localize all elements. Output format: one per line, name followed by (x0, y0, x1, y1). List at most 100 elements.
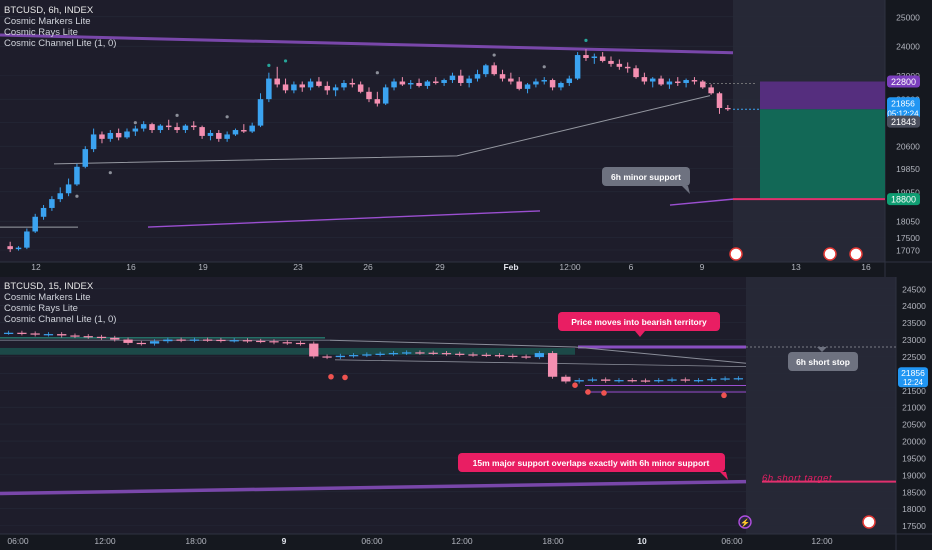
top-candle (49, 199, 55, 208)
bottom-signal-dot (585, 389, 591, 395)
bottom-chart-panel[interactable]: 2450024000235002300022500220002150021000… (0, 277, 932, 550)
top-candle (224, 134, 230, 139)
top-x-tick-label: 16 (861, 262, 871, 272)
top-ray-line (147, 210, 541, 228)
bottom-y-tick-label: 18000 (902, 504, 926, 514)
top-annotation-bg (602, 167, 690, 186)
top-candle (207, 132, 214, 136)
bottom-x-tick-label: 9 (282, 536, 287, 546)
top-last-price-text: 21856 (891, 98, 915, 108)
top-candle (216, 132, 222, 139)
top-candle (700, 81, 706, 88)
top-candle (65, 184, 72, 194)
bottom-x-tick-label: 06:00 (721, 536, 743, 546)
top-candle (658, 78, 664, 85)
top-candle (533, 81, 539, 85)
bottom-candle (428, 352, 438, 354)
top-y-tick-label: 17070 (896, 246, 920, 256)
top-candle (341, 82, 347, 88)
top-candle (691, 80, 698, 82)
top-candle (399, 81, 406, 85)
top-candle (391, 81, 397, 88)
top-target-zone (760, 109, 885, 200)
bottom-candle (309, 343, 319, 357)
bottom-candle (57, 334, 67, 336)
bottom-candle (733, 378, 744, 380)
bottom-y-tick-label: 19000 (902, 470, 926, 480)
top-candle (666, 81, 673, 85)
top-price-label-stop: 22800 (891, 77, 916, 87)
bottom-candle (362, 354, 372, 356)
top-candle (32, 216, 38, 232)
bottom-candle (256, 340, 266, 343)
bottom-candle (163, 339, 173, 342)
bottom-candle (388, 353, 399, 355)
top-x-tick-label: 13 (791, 262, 801, 272)
bottom-candle (375, 353, 385, 355)
top-candle (115, 132, 122, 138)
event-flag-icon (849, 247, 863, 261)
bottom-candle (441, 353, 452, 355)
bottom-x-tick-label: 06:00 (361, 536, 383, 546)
bottom-x-tick-label: 18:00 (185, 536, 207, 546)
top-x-tick-label: 6 (629, 262, 634, 272)
top-candle (132, 128, 139, 132)
top-y-tick-label: 19850 (896, 164, 920, 174)
top-candle (499, 74, 506, 79)
bottom-candle (335, 355, 345, 358)
bottom-candle (468, 354, 478, 356)
bottom-y-tick-label: 21000 (902, 403, 926, 413)
top-candle (174, 127, 180, 131)
top-candle (316, 81, 322, 86)
top-candle (307, 81, 314, 88)
top-candle (516, 81, 522, 89)
event-flag-icon (862, 515, 876, 529)
top-candle (483, 65, 489, 75)
bottom-annotation-target-text: 6h short target (762, 473, 832, 484)
top-candle (249, 125, 255, 132)
bottom-y-tick-label: 20000 (902, 437, 926, 447)
bottom-candle (30, 333, 40, 335)
top-candle (282, 84, 289, 91)
bottom-y-tick-label: 17500 (902, 521, 926, 531)
bottom-candle (322, 356, 332, 358)
bottom-candle (17, 332, 27, 334)
top-price-label-prev-bg (887, 115, 920, 128)
bottom-candle (176, 339, 186, 341)
top-moving-average-line (53, 95, 711, 165)
top-candle (474, 74, 481, 79)
top-candle (616, 63, 623, 67)
bottom-future-area (746, 277, 896, 534)
bottom-candle (282, 342, 292, 344)
top-candle (541, 80, 547, 82)
top-x-tick-label: 16 (126, 262, 136, 272)
top-candle (566, 78, 573, 83)
top-candle (508, 78, 514, 82)
bottom-candle (587, 379, 598, 381)
top-chart-svg[interactable]: 2500024000230002220021400206001985019050… (0, 0, 932, 277)
top-marker-dot (584, 38, 588, 42)
bottom-candle (83, 336, 93, 338)
bottom-y-tick-label: 24000 (902, 301, 926, 311)
top-marker-dot (375, 71, 379, 75)
top-chart-panel[interactable]: 2500024000230002220021400206001985019050… (0, 0, 932, 277)
bottom-channel-zone (0, 347, 575, 355)
bottom-candle (561, 376, 571, 382)
top-x-tick-label: 19 (198, 262, 208, 272)
bottom-x-tick-label: 06:00 (7, 536, 29, 546)
top-candle (716, 93, 723, 108)
bottom-y-tick-label: 20500 (902, 420, 926, 430)
bottom-y-tick-label: 21500 (902, 386, 926, 396)
top-candle (82, 149, 89, 167)
top-candle (257, 99, 264, 126)
top-y-tick-label: 18050 (896, 217, 920, 227)
bottom-annotation-support-pointer (720, 472, 728, 480)
top-marker-dot (283, 59, 288, 63)
bottom-y-tick-label: 23500 (902, 318, 926, 328)
top-candle (683, 80, 689, 83)
bottom-chart-svg[interactable]: 2450024000235002300022500220002150021000… (0, 277, 932, 550)
top-marker-dot (542, 65, 546, 69)
bottom-candle (229, 340, 239, 342)
top-candle (74, 166, 80, 185)
top-price-label-stop-bg (887, 75, 920, 88)
